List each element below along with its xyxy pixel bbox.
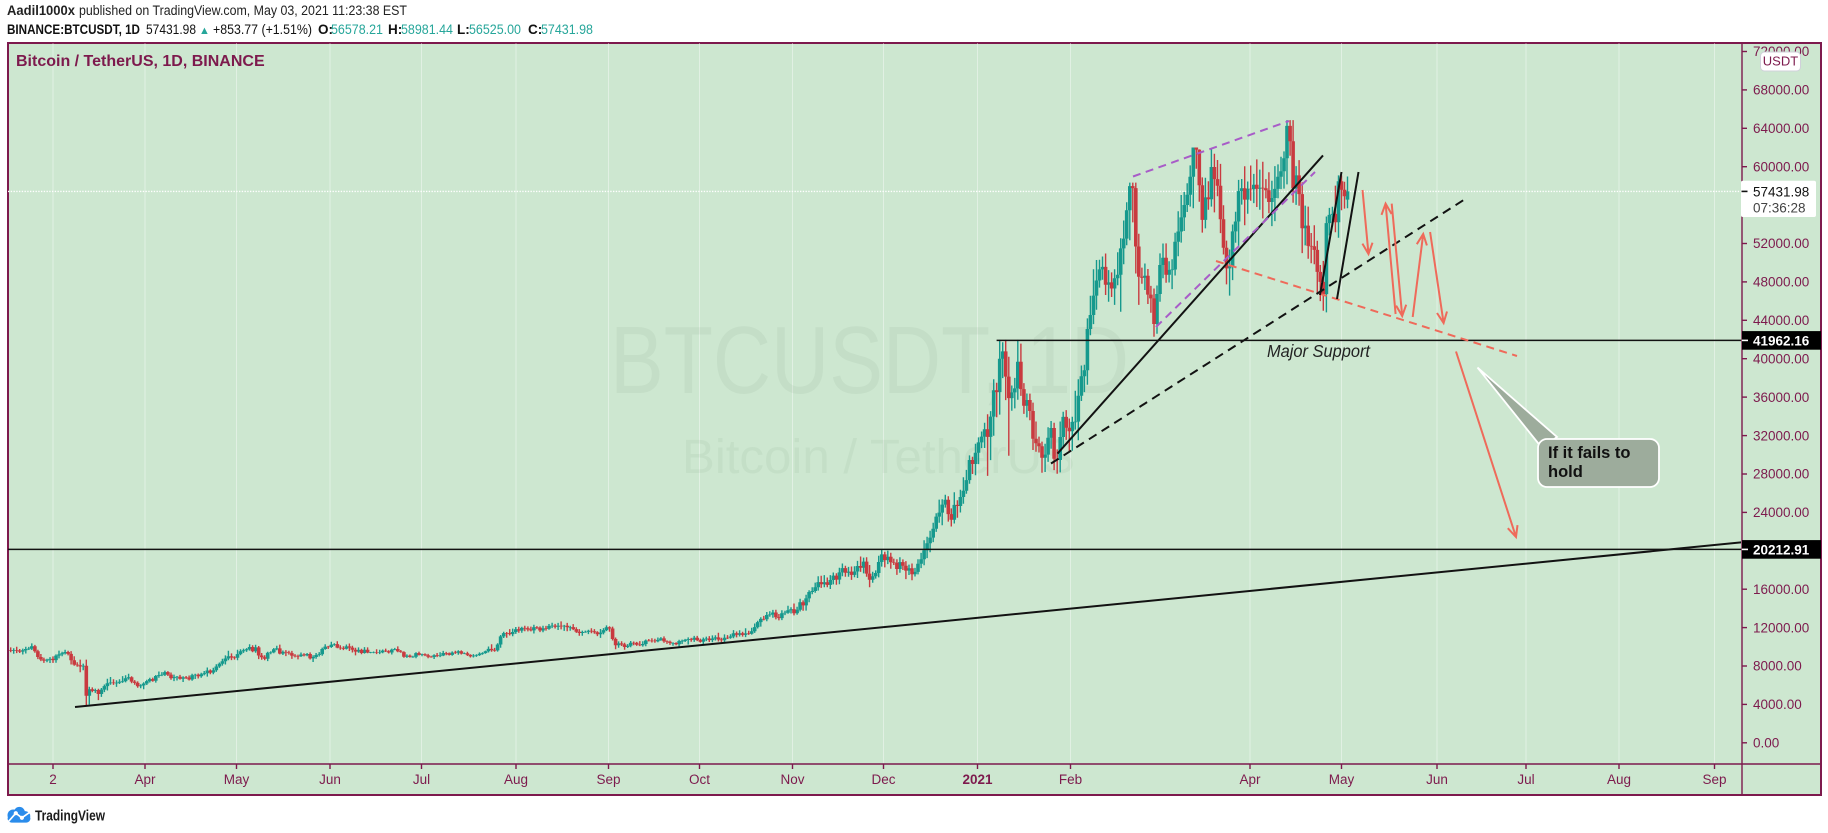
svg-text:44000.00: 44000.00 [1753, 313, 1809, 328]
svg-text:L:: L: [457, 22, 470, 37]
svg-text:Aadil1000x: Aadil1000x [7, 3, 75, 18]
svg-text:Nov: Nov [780, 772, 804, 787]
svg-text:Jun: Jun [319, 772, 341, 787]
svg-text:May: May [224, 772, 250, 787]
svg-text:16000.00: 16000.00 [1753, 582, 1809, 597]
svg-text:Jul: Jul [413, 772, 430, 787]
svg-text:H:: H: [388, 22, 402, 37]
svg-text:C:: C: [528, 22, 542, 37]
svg-text:64000.00: 64000.00 [1753, 121, 1809, 136]
svg-text:2021: 2021 [962, 772, 993, 787]
svg-text:O:: O: [318, 22, 333, 37]
svg-text:Major Support: Major Support [1267, 341, 1371, 361]
svg-text:32000.00: 32000.00 [1753, 428, 1809, 443]
svg-text:52000.00: 52000.00 [1753, 236, 1809, 251]
svg-text:2: 2 [49, 772, 57, 787]
svg-text:hold: hold [1548, 463, 1583, 481]
svg-text:Dec: Dec [871, 772, 895, 787]
svg-text:+853.77 (+1.51%): +853.77 (+1.51%) [213, 22, 312, 37]
svg-text:May: May [1329, 772, 1355, 787]
svg-text:published on TradingView.com,: published on TradingView.com, May 03, 20… [79, 3, 407, 18]
svg-text:Bitcoin / TetherUS, 1D, BINANC: Bitcoin / TetherUS, 1D, BINANCE [16, 53, 265, 70]
svg-text:41962.16: 41962.16 [1753, 333, 1810, 348]
svg-text:48000.00: 48000.00 [1753, 275, 1809, 290]
svg-text:Oct: Oct [689, 772, 710, 787]
svg-text:If it fails to: If it fails to [1548, 444, 1631, 462]
svg-text:12000.00: 12000.00 [1753, 620, 1809, 635]
svg-text:4000.00: 4000.00 [1753, 697, 1802, 712]
svg-text:Sep: Sep [1702, 772, 1726, 787]
svg-text:07:36:28: 07:36:28 [1753, 200, 1806, 215]
svg-text:57431.98: 57431.98 [541, 22, 593, 37]
svg-text:USDT: USDT [1763, 54, 1798, 69]
svg-text:40000.00: 40000.00 [1753, 351, 1809, 366]
svg-text:BINANCE:BTCUSDT, 1D: BINANCE:BTCUSDT, 1D [7, 22, 140, 37]
svg-text:58981.44: 58981.44 [401, 22, 453, 37]
svg-text:Aug: Aug [504, 772, 528, 787]
svg-text:Bitcoin / TetherUS: Bitcoin / TetherUS [682, 431, 1075, 484]
svg-text:57431.98: 57431.98 [1753, 184, 1809, 199]
svg-text:60000.00: 60000.00 [1753, 159, 1809, 174]
svg-text:Apr: Apr [134, 772, 156, 787]
svg-text:▲: ▲ [199, 25, 210, 37]
svg-text:Jun: Jun [1426, 772, 1448, 787]
svg-text:68000.00: 68000.00 [1753, 83, 1809, 98]
svg-text:8000.00: 8000.00 [1753, 659, 1802, 674]
svg-text:0.00: 0.00 [1753, 736, 1779, 751]
svg-text:Jul: Jul [1517, 772, 1534, 787]
svg-text:24000.00: 24000.00 [1753, 505, 1809, 520]
svg-text:56525.00: 56525.00 [469, 22, 521, 37]
svg-text:Feb: Feb [1059, 772, 1082, 787]
svg-text:Aug: Aug [1607, 772, 1631, 787]
svg-text:Sep: Sep [596, 772, 620, 787]
svg-text:TradingView: TradingView [35, 808, 105, 825]
svg-text:BTCUSDT, 1D: BTCUSDT, 1D [610, 307, 1129, 414]
svg-text:57431.98: 57431.98 [146, 22, 196, 37]
svg-text:36000.00: 36000.00 [1753, 390, 1809, 405]
svg-text:56578.21: 56578.21 [331, 22, 383, 37]
svg-text:Apr: Apr [1239, 772, 1261, 787]
svg-text:28000.00: 28000.00 [1753, 467, 1809, 482]
svg-text:20212.91: 20212.91 [1753, 542, 1810, 557]
